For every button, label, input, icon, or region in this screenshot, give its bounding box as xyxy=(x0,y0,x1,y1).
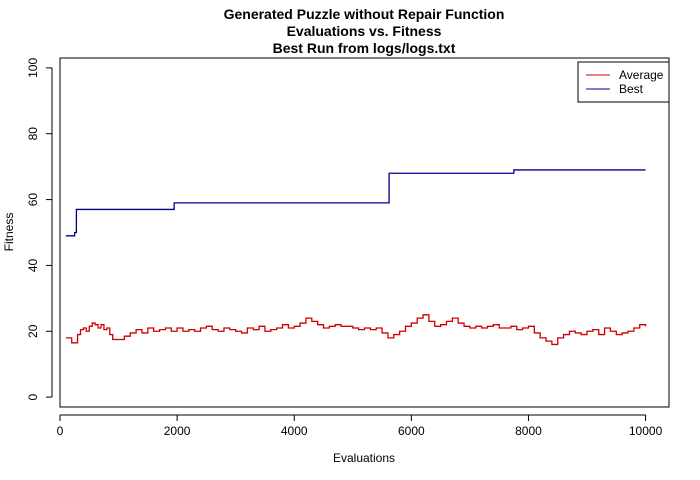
y-axis-label: Fitness xyxy=(2,213,16,252)
chart-subtitle-source: Best Run from logs/logs.txt xyxy=(273,40,456,56)
x-tick-label: 10000 xyxy=(629,424,663,438)
y-tick-label: 20 xyxy=(26,324,40,338)
x-axis: 0 2000 4000 6000 8000 10000 xyxy=(57,414,663,438)
chart-title: Generated Puzzle without Repair Function xyxy=(224,6,505,22)
series-line-best xyxy=(65,169,646,237)
plot-frame xyxy=(59,57,670,408)
legend-label-average: Average xyxy=(619,68,664,82)
x-axis-label: Evaluations xyxy=(333,451,395,465)
series-line-average xyxy=(65,314,647,346)
y-axis: 0 20 40 60 80 100 xyxy=(26,58,53,400)
y-tick-label: 40 xyxy=(26,258,40,272)
y-tick-label: 80 xyxy=(26,127,40,141)
x-tick-label: 0 xyxy=(57,424,64,438)
x-tick-label: 4000 xyxy=(281,424,308,438)
legend-box xyxy=(577,61,670,103)
y-tick-label: 60 xyxy=(26,193,40,207)
x-tick-label: 8000 xyxy=(515,424,542,438)
y-tick-label: 100 xyxy=(26,58,40,78)
series-layer xyxy=(65,169,647,346)
x-tick-label: 2000 xyxy=(164,424,191,438)
chart-subtitle: Evaluations vs. Fitness xyxy=(287,23,442,39)
y-tick-label: 0 xyxy=(26,393,40,400)
x-tick-label: 6000 xyxy=(398,424,425,438)
legend-label-best: Best xyxy=(619,82,644,96)
legend: Average Best xyxy=(577,61,670,103)
